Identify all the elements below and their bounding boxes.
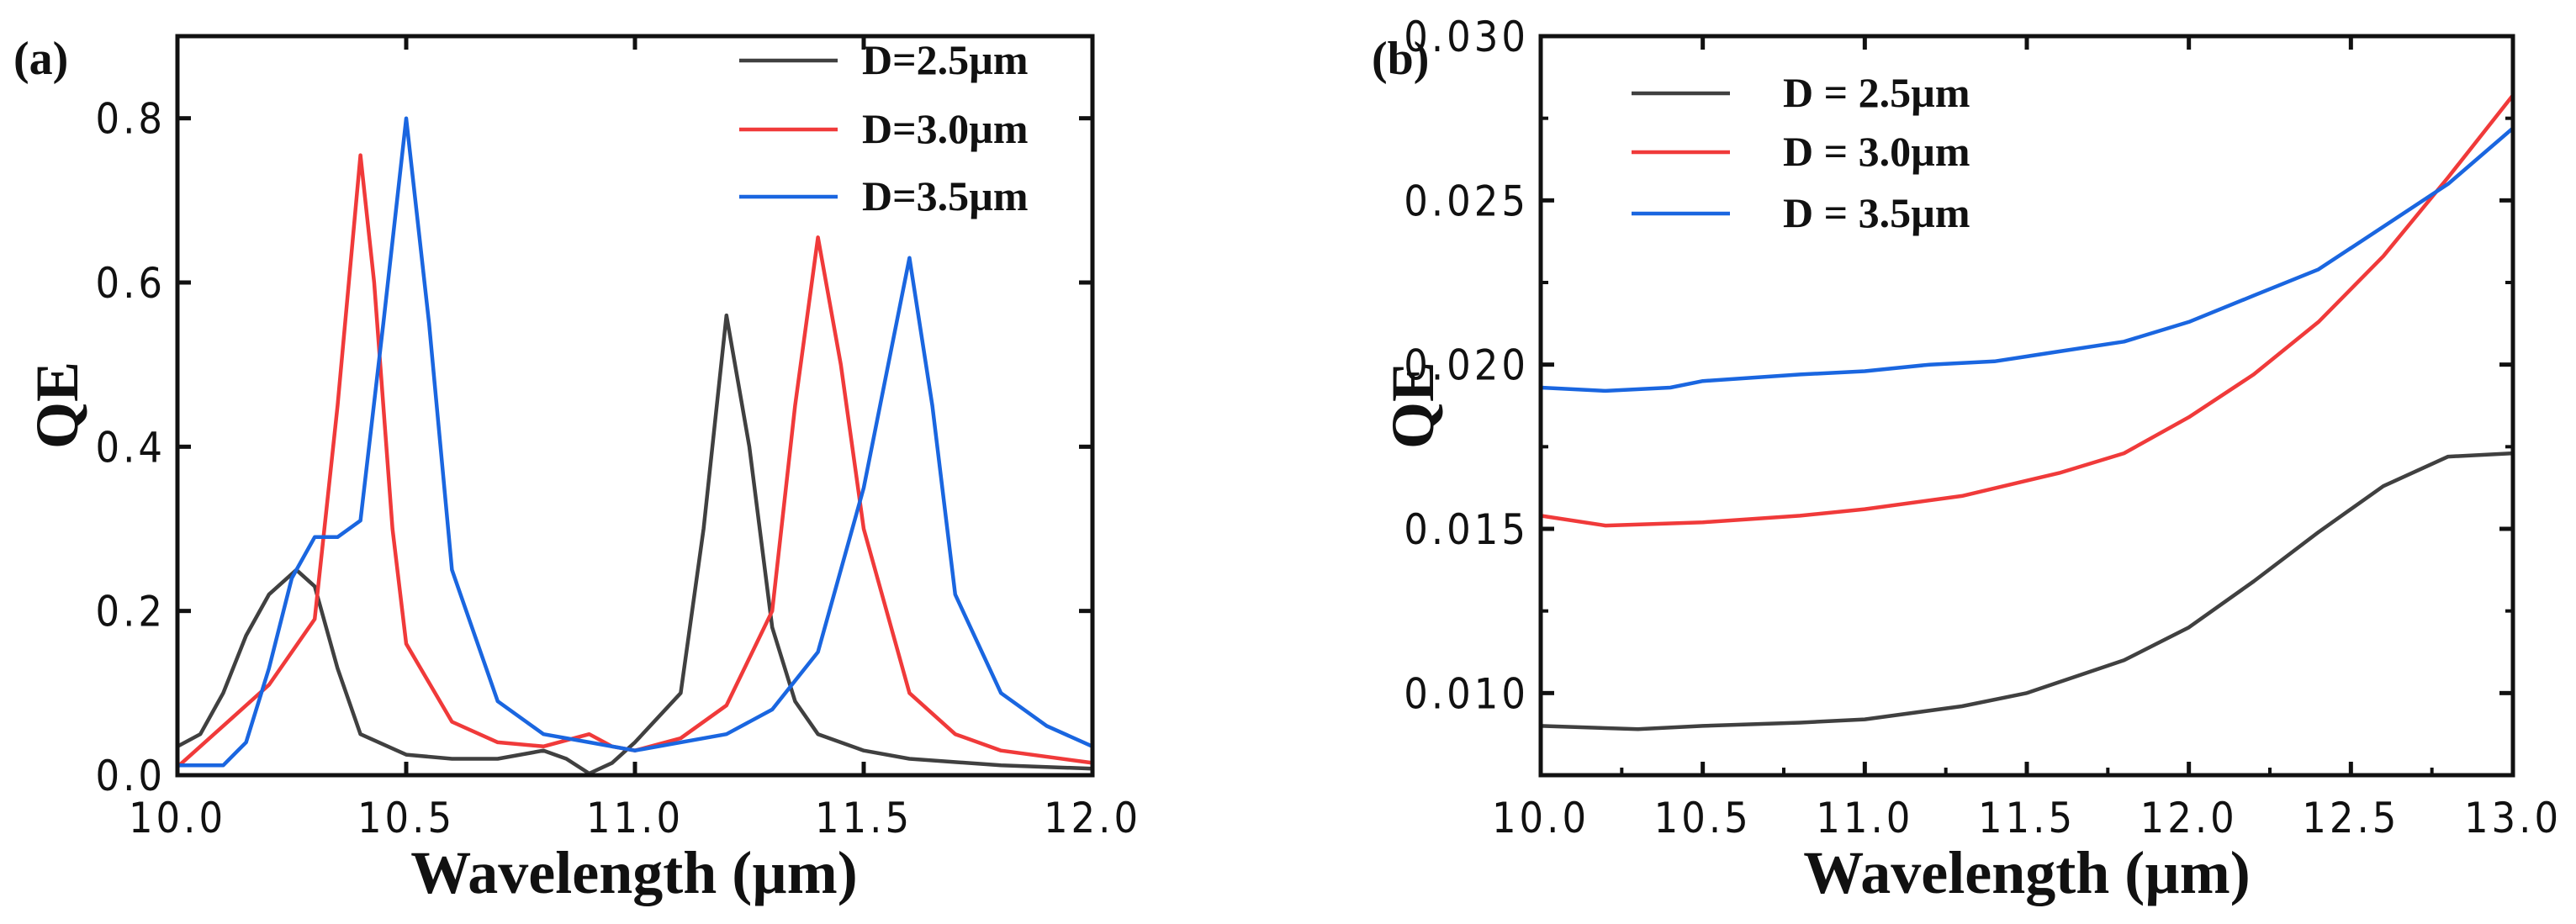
legend-label: D = 3.0µm	[1783, 128, 1970, 175]
panel-a-chart: 10.0 10.5 11.0 11.5 12.0 0.0 0.2 0.4 0.6 0.8 (a) Wa…	[13, 33, 1141, 906]
panel-b-chart: 10.0 10.5 11.0 11.5 12.0 12.5 13.0 0.010 0.015 0.…	[1372, 13, 2562, 906]
y-axis-title: QE	[24, 362, 91, 449]
series-line-d3.5m	[177, 116, 1093, 768]
y-tick-label: 0.025	[1404, 177, 1529, 225]
x-tick-label: 12.0	[2140, 794, 2238, 842]
plot-frame	[1538, 34, 2515, 778]
legend-label: D=3.5µm	[862, 172, 1029, 219]
y-tick-label: 0.6	[95, 259, 166, 308]
x-tick-label: 12.5	[2302, 794, 2399, 842]
x-tick-label: 10.0	[129, 794, 226, 842]
y-tick-label: 0.2	[95, 588, 166, 636]
x-tick-label: 11.5	[1978, 794, 2076, 842]
y-tick-label: 0.030	[1404, 13, 1529, 61]
series-line-d3.0m	[1540, 93, 2515, 528]
series-line-d3.5m	[1540, 126, 2515, 393]
x-tick-label: 11.5	[815, 794, 912, 842]
x-axis-title: Wavelength (µm)	[1803, 839, 2250, 906]
x-tick-label: 11.0	[586, 794, 684, 842]
x-tick-label: 13.0	[2464, 794, 2562, 842]
y-tick-label: 0.020	[1404, 341, 1529, 390]
y-axis-title: QE	[1379, 362, 1447, 449]
series-line-d3.0m	[176, 153, 1093, 768]
legend-label: D = 3.5µm	[1783, 189, 1970, 236]
panel-label: (b)	[1372, 33, 1429, 85]
x-tick-label: 12.0	[1044, 794, 1141, 842]
x-tick-label: 10.5	[1654, 794, 1752, 842]
x-tick-label: 11.0	[1816, 794, 1913, 842]
legend-label: D=2.5µm	[862, 36, 1029, 83]
panel-label: (a)	[13, 33, 68, 85]
y-tick-label: 0.015	[1404, 505, 1529, 554]
y-tick-label: 0.010	[1404, 669, 1529, 718]
y-tick-label: 0.4	[95, 423, 166, 472]
legend: D=2.5µm D=3.0µm D=3.5µm	[739, 36, 1029, 219]
x-tick-label: 10.5	[357, 794, 455, 842]
x-axis-title: Wavelength (µm)	[410, 839, 857, 906]
series-line-d2.5m	[1540, 451, 2514, 731]
x-tick-label: 10.0	[1492, 794, 1590, 842]
legend-label: D=3.0µm	[862, 105, 1029, 152]
legend: D = 2.5µm D = 3.0µm D = 3.5µm	[1632, 69, 1970, 236]
legend-label: D = 2.5µm	[1783, 69, 1970, 116]
series-line-d2.5m	[176, 313, 1093, 776]
y-tick-label: 0.0	[95, 752, 166, 800]
y-tick-label: 0.8	[95, 95, 166, 144]
